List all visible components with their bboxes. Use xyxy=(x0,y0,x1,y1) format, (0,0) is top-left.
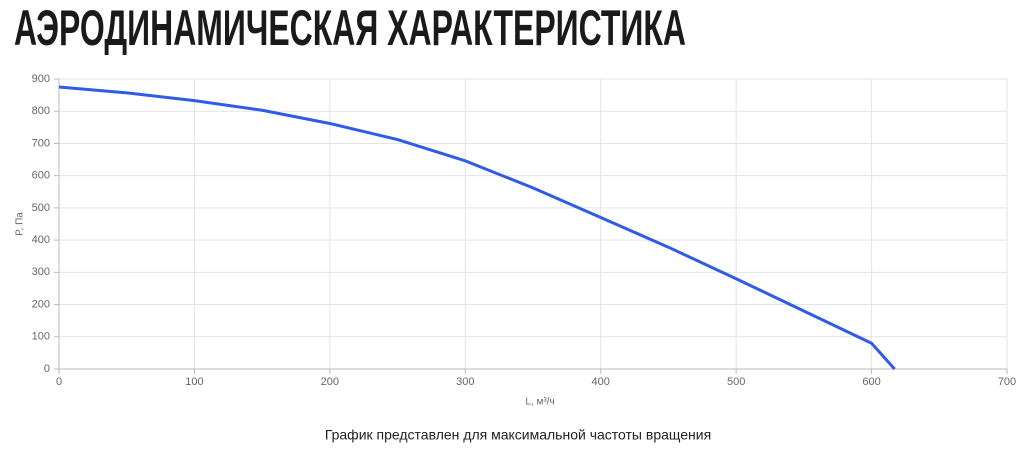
caption: График представлен для максимальной част… xyxy=(325,427,711,443)
x-tick-label: 600 xyxy=(862,376,880,388)
y-tick-label: 300 xyxy=(32,266,50,278)
y-tick-label: 100 xyxy=(32,331,50,343)
y-tick-label: 400 xyxy=(32,234,50,246)
x-axis-label: L, м³/ч xyxy=(525,397,554,408)
x-tick-label: 700 xyxy=(998,376,1016,388)
x-tick-label: 500 xyxy=(727,376,745,388)
data-line xyxy=(58,85,896,370)
y-tick-label: 200 xyxy=(32,298,50,310)
x-tick-label: 300 xyxy=(456,376,474,388)
y-tick-label: 600 xyxy=(32,170,50,182)
chart-title: АЭРОДИНАМИЧЕСКАЯ ХАРАКТЕРИСТИКА xyxy=(14,0,686,56)
x-tick-label: 0 xyxy=(56,376,62,388)
y-tick-label: 800 xyxy=(32,105,50,117)
x-tick-label: 100 xyxy=(185,376,203,388)
y-tick-label: 700 xyxy=(32,137,50,149)
x-tick-label: 200 xyxy=(321,376,339,388)
y-axis-label: P, Па xyxy=(15,212,26,236)
y-tick-label: 0 xyxy=(44,363,50,375)
x-tick-label: 400 xyxy=(592,376,610,388)
y-tick-label: 500 xyxy=(32,202,50,214)
y-tick-label: 900 xyxy=(32,73,50,85)
